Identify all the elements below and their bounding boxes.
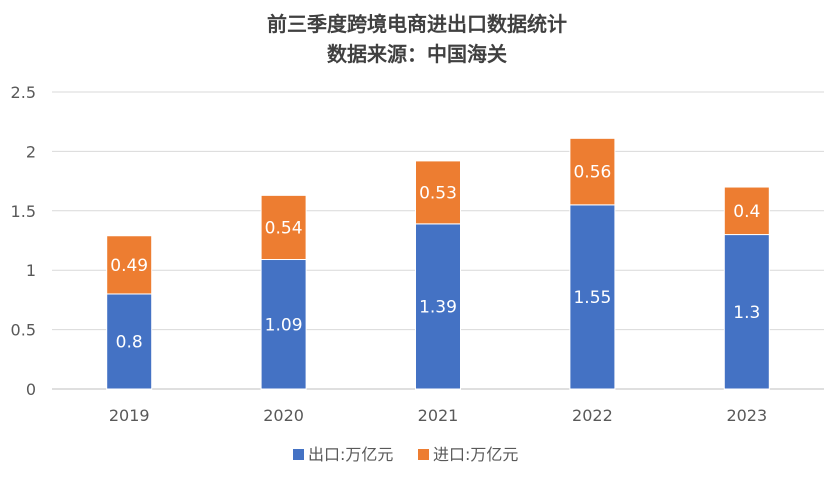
legend-swatch <box>293 449 304 460</box>
data-labels: 0.8 0.49 1.09 0.54 1.39 0.53 1.55 0.56 1.3 0.4 <box>110 163 760 353</box>
data-label: 0.56 <box>573 163 611 183</box>
bar-export-2019 <box>106 293 153 390</box>
bar-import-2022 <box>569 137 616 206</box>
bar-import-2019 <box>106 235 153 295</box>
y-tick-label: 1.5 <box>11 202 36 221</box>
data-label: 1.55 <box>573 288 611 308</box>
x-tick-label: 2021 <box>418 406 459 425</box>
x-tick-label: 2023 <box>726 406 767 425</box>
legend-label: 进口:万亿元 <box>433 445 518 464</box>
legend-swatch <box>418 449 429 460</box>
data-label: 0.53 <box>419 183 457 203</box>
bar-import-2020 <box>260 194 307 261</box>
y-tick-label: 2.5 <box>11 83 36 102</box>
bars <box>106 137 770 390</box>
chart-subtitle: 数据来源：中国海关 <box>327 42 507 66</box>
data-label: 1.39 <box>419 297 457 317</box>
bar-export-2022 <box>569 204 616 390</box>
y-tick-label: 0 <box>26 380 36 399</box>
x-axis-ticks: 2019 2020 2021 2022 2023 <box>109 406 767 425</box>
y-tick-label: 2 <box>26 142 36 161</box>
data-label: 0.8 <box>116 332 143 352</box>
data-label: 0.4 <box>733 202 760 222</box>
x-tick-label: 2019 <box>109 406 150 425</box>
bar-export-2021 <box>415 223 461 390</box>
bar-import-2023 <box>723 186 770 236</box>
data-label: 0.49 <box>110 256 148 276</box>
y-tick-label: 0.5 <box>11 321 36 340</box>
data-label: 1.3 <box>733 303 760 323</box>
data-label: 0.54 <box>265 218 303 238</box>
legend: 出口:万亿元 进口:万亿元 <box>293 445 518 464</box>
x-tick-label: 2020 <box>263 406 304 425</box>
bar-import-2021 <box>415 160 461 225</box>
legend-label: 出口:万亿元 <box>308 445 393 464</box>
data-label: 1.09 <box>265 315 303 335</box>
y-axis-ticks: 0 0.5 1 1.5 2 2.5 <box>11 83 36 399</box>
chart-title: 前三季度跨境电商进出口数据统计 <box>267 12 567 36</box>
y-tick-label: 1 <box>26 261 36 280</box>
x-tick-label: 2022 <box>572 406 613 425</box>
